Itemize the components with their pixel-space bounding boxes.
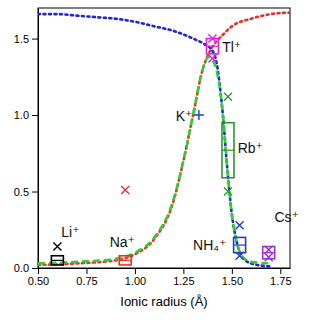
point [224,93,232,101]
tick: 1.75 [270,268,291,287]
plot-frame [38,8,290,268]
tick: 0.5 [14,186,38,198]
tick-mark [280,268,281,274]
axis-line [39,268,291,269]
curve [38,13,290,265]
ion-label: Li⁺ [61,224,79,240]
tick-mark [32,39,38,40]
tick-mark [183,268,184,274]
tick-label: 1.50 [222,275,243,287]
ion-label: Rb⁺ [238,140,263,156]
tick-mark [32,192,38,193]
point [265,246,273,254]
tick: 1.50 [222,268,243,287]
error-box [51,256,63,265]
curve [38,57,271,263]
x-axis: 0.50 0.75 1.00 1.25 1.50 1.75 [28,268,292,287]
tick-label: 0.50 [28,275,49,287]
error-box [234,237,246,252]
x-axis-title: Ionic radius (Å) [120,294,207,309]
point [265,253,273,261]
mean-line [234,244,246,245]
point [236,221,244,229]
ion-label: Tl⁺ [222,39,241,55]
tick-label: 1.75 [270,275,291,287]
point [194,110,204,120]
mean-line [51,260,63,261]
error-box [206,39,218,54]
y-axis: 0.0 0.5 1.0 1.5 [14,9,39,275]
tick-label: 0.0 [14,262,29,274]
ion-label: K⁺ [176,108,193,124]
ion-label: Cs⁺ [274,209,299,225]
mean-line [222,150,234,151]
plot-marks [38,13,290,267]
point [53,243,61,251]
tick-mark [32,268,38,269]
tick: 1.5 [14,33,38,45]
mean-line [206,46,218,47]
error-box [119,256,131,265]
tick: 0.0 [14,262,38,274]
tick: 0.75 [76,268,97,287]
tick: 1.0 [14,109,38,121]
point [224,188,232,196]
tick: 1.00 [125,268,146,287]
point [208,35,216,43]
ion-label: NH₄⁺ [193,237,226,253]
mean-line [119,260,131,261]
tick-mark [232,268,233,274]
tick-label: 1.25 [173,275,194,287]
tick-label: 1.00 [125,275,146,287]
tick-mark [135,268,136,274]
tick: 1.25 [173,268,194,287]
tick-mark [86,268,87,274]
tick-label: 1.0 [14,109,29,121]
point [121,186,129,194]
tick-mark [32,115,38,116]
point [208,54,216,62]
tick-label: 0.5 [14,186,29,198]
tick-label: 0.75 [76,275,97,287]
curve [38,14,271,266]
point [236,252,244,260]
chart: 0.50 0.75 1.00 1.25 1.50 1.75 0.0 0.5 1.0 1.5 Ioni… [0,0,320,320]
ion-label: Na⁺ [110,234,135,250]
error-box [222,123,234,178]
tick-mark [38,268,39,274]
axis-line [38,9,39,269]
tick-label: 1.5 [14,33,29,45]
tick: 0.50 [28,268,49,287]
